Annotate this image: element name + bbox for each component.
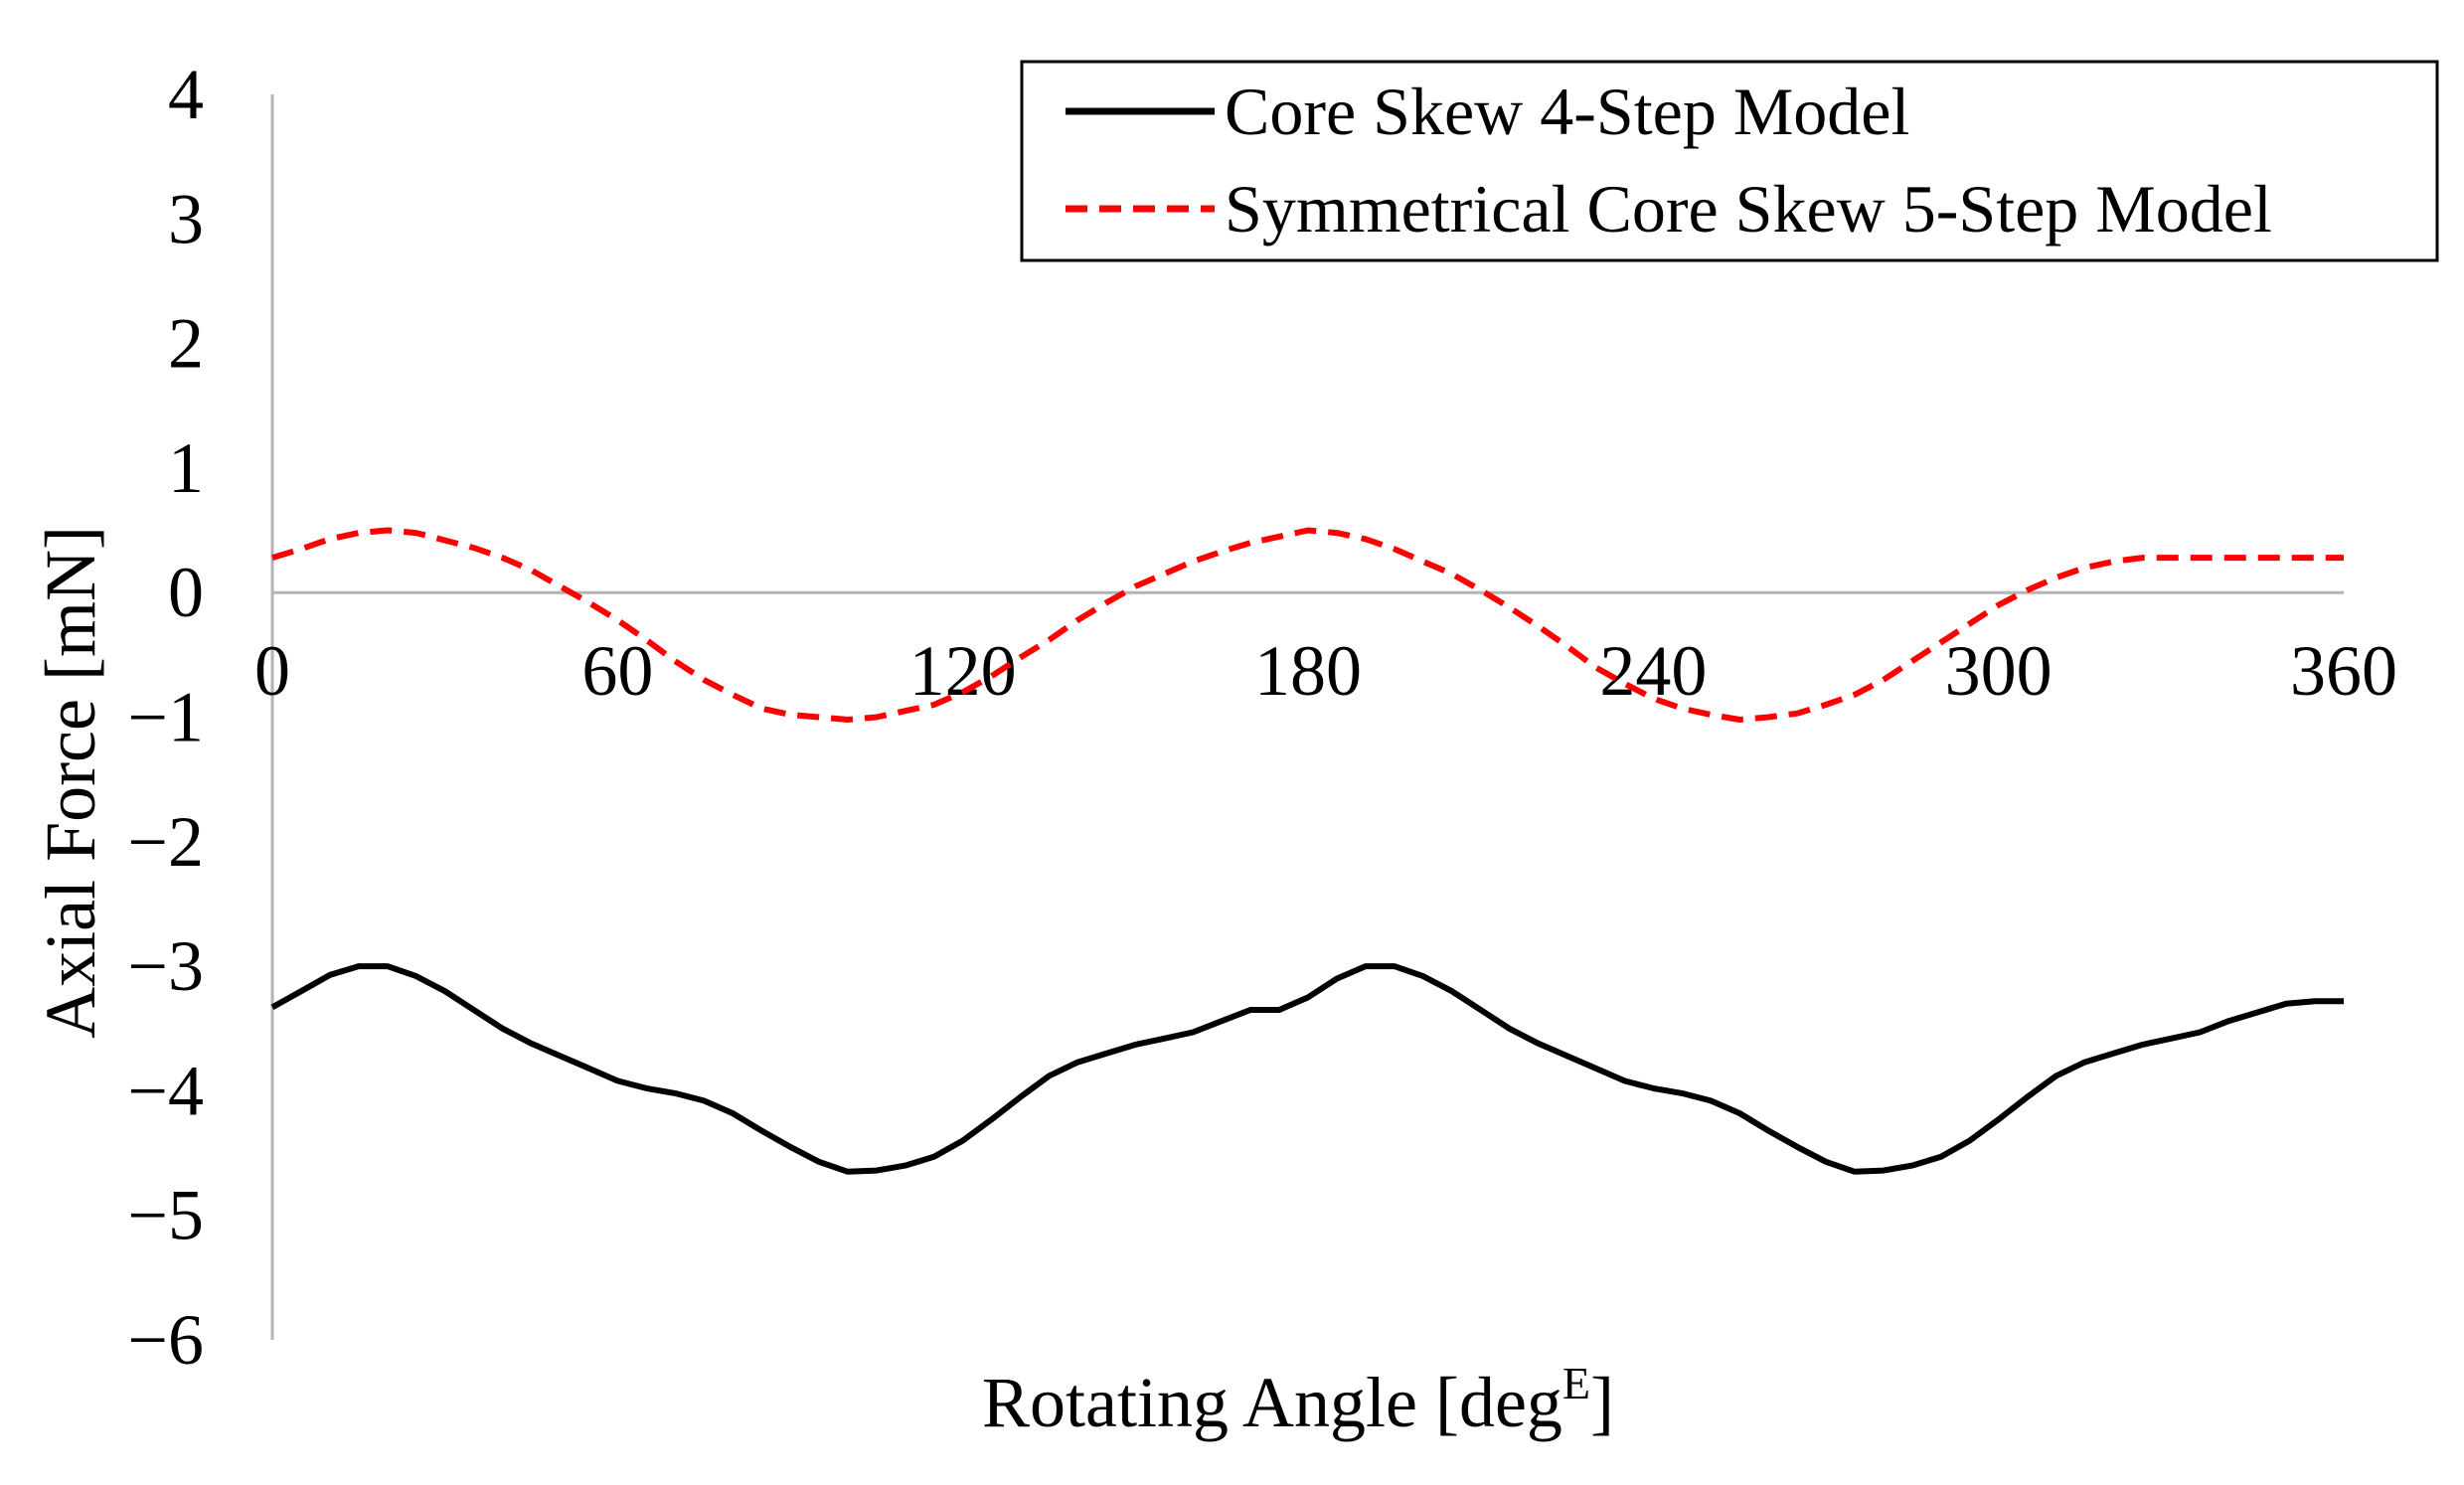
x-tick-label: 0 (254, 631, 290, 711)
y-tick-label: 0 (168, 553, 204, 632)
y-tick-label: −3 (127, 926, 204, 1006)
y-tick-label: −1 (127, 678, 204, 757)
series-line-symmetrical-core-skew-5-step (271, 527, 2344, 723)
x-tick-label: 360 (2290, 631, 2397, 711)
series-line-core-skew-4-step (270, 963, 2344, 1175)
legend-box (1020, 60, 2439, 262)
x-axis-title-main: Rotating Angle [deg (982, 1363, 1562, 1442)
y-tick-label: −4 (127, 1051, 204, 1130)
x-tick-labels: 0 60 120 180 240 300 360 (254, 631, 2397, 711)
x-axis-title: Rotating Angle [degE] (982, 1358, 1614, 1442)
axes (270, 94, 2344, 1340)
y-tick-label: −5 (127, 1176, 204, 1255)
y-tick-labels: 4 3 2 1 0 −1 −2 −3 −4 −5 −6 (127, 55, 204, 1380)
y-tick-label: 4 (168, 55, 204, 134)
x-tick-label: 300 (1945, 631, 2053, 711)
y-tick-label: 1 (168, 428, 204, 508)
y-tick-label: −2 (127, 802, 204, 882)
x-tick-label: 60 (581, 631, 653, 711)
series-lines (270, 527, 2344, 1175)
y-tick-label: −6 (127, 1300, 204, 1380)
y-tick-label: 2 (168, 304, 204, 384)
x-axis-title-superscript: E (1562, 1358, 1590, 1408)
x-axis-title-suffix: ] (1590, 1363, 1614, 1442)
y-tick-label: 3 (168, 179, 204, 258)
legend-label-core-skew-4-step: Core Skew 4-Step Model (1225, 74, 1909, 149)
legend-label-symmetrical-core-skew-5-step: Symmetrical Core Skew 5-Step Model (1225, 171, 2272, 247)
x-tick-label: 180 (1254, 631, 1362, 711)
x-tick-label: 240 (1599, 631, 1707, 711)
legend: Core Skew 4-Step Model Symmetrical Core … (1020, 60, 2439, 262)
y-axis-title: Axial Force [mN] (31, 526, 110, 1039)
